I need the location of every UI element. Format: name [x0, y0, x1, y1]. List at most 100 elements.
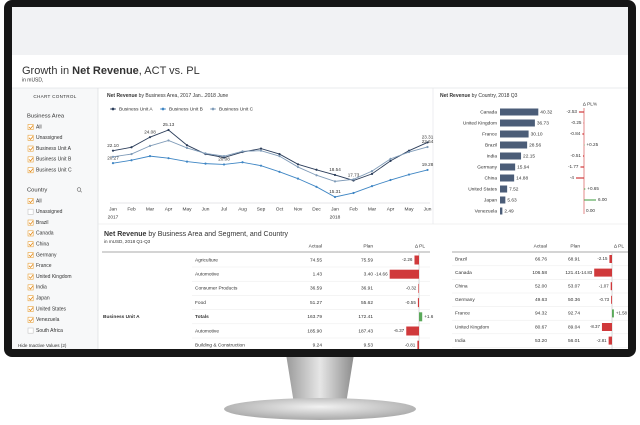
line-point [315, 174, 318, 177]
filter-option[interactable]: South Africa [36, 328, 63, 334]
data-label: 19.28 [422, 162, 434, 167]
table-title: Net Revenue by Business Area and Segment… [104, 231, 289, 238]
filter-option[interactable]: Business Unit C [36, 168, 72, 174]
checkmark [28, 307, 34, 312]
x-tick-label: Sep [257, 206, 266, 212]
segment-label: Agriculture [195, 257, 218, 263]
filter-option[interactable]: China [36, 242, 49, 248]
line-point [370, 170, 374, 173]
line-point [148, 155, 152, 158]
checkbox[interactable] [27, 262, 34, 269]
data-label: 36.73 [537, 120, 549, 126]
checkbox[interactable] [27, 273, 34, 280]
x-tick-label: Jun [424, 206, 432, 212]
category-label: Brazil [485, 142, 497, 148]
filter-option[interactable]: All [36, 198, 42, 204]
data-label: 20.08 [218, 157, 230, 162]
delta-label: -0.84 [570, 131, 581, 136]
segment-label: Totals [195, 314, 209, 320]
line-point [111, 162, 115, 165]
delta-bar [582, 155, 584, 157]
hide-inactive-link[interactable]: Hide Inactive Values (2) [18, 343, 67, 348]
filter-option[interactable]: France [36, 263, 52, 269]
checkbox[interactable] [27, 306, 34, 312]
checkbox[interactable] [27, 295, 34, 302]
filter-option[interactable]: Business Unit A [36, 146, 72, 152]
delta-label: -2.81 [597, 338, 608, 343]
checkbox[interactable] [27, 252, 34, 258]
delta-bar [417, 298, 419, 308]
line-point [370, 172, 374, 175]
filter-option[interactable]: Unassigned [36, 135, 63, 141]
bar-chart-title: Net Revenue by Country, 2018 Q3 [440, 93, 518, 99]
delta-label: -0.55 [405, 300, 416, 305]
column-header: Plan [570, 243, 580, 249]
checkmark [28, 125, 34, 130]
actual-cell: 52.00 [535, 283, 547, 289]
line-point [315, 185, 318, 188]
table-subtitle: in mUSD, 2018 Q1-Q3 [104, 239, 151, 244]
filter-option[interactable]: All [36, 124, 42, 130]
checkmark [28, 263, 34, 269]
line-point [259, 147, 263, 150]
line-point [352, 191, 355, 195]
checkbox[interactable] [27, 208, 34, 215]
screen [12, 7, 628, 349]
line-point [333, 173, 337, 177]
checkbox[interactable] [27, 241, 34, 248]
filter-option[interactable]: United Kingdom [36, 274, 72, 280]
bar [500, 174, 515, 182]
filter-option[interactable]: Germany [36, 252, 57, 258]
filter-option[interactable]: Japan [36, 296, 50, 302]
actual-cell: 163.79 [307, 314, 322, 320]
delta-label: -8.37 [590, 324, 601, 329]
delta-label: -4 [570, 175, 575, 180]
delta-label: -6.37 [394, 328, 405, 333]
filter-option[interactable]: India [36, 285, 47, 291]
checkbox[interactable] [27, 156, 34, 163]
delta-bar [609, 255, 612, 263]
checkbox[interactable] [27, 316, 34, 323]
checkbox[interactable] [27, 145, 34, 152]
checkmark [28, 231, 34, 236]
data-label: 5.63 [507, 197, 517, 203]
checkmark [28, 242, 34, 247]
delta-label: +0.65 [587, 186, 599, 191]
category-label: Germany [477, 164, 497, 170]
line-point [241, 150, 244, 153]
filter-option[interactable]: Canada [36, 231, 54, 237]
plan-cell: 89.04 [568, 324, 580, 330]
legend-label: Business Unit C [219, 106, 254, 112]
filter-option[interactable]: Business Unit B [36, 157, 72, 163]
checkbox[interactable] [27, 230, 34, 237]
country-label: United Kingdom [455, 324, 489, 330]
filter-option[interactable]: Unassigned [36, 209, 63, 215]
checkbox[interactable] [27, 134, 34, 141]
page-subtitle: in mUSD, [22, 77, 43, 83]
x-tick-label: May [404, 206, 414, 212]
delta-heading: Δ PL% [583, 101, 598, 107]
column-header: Δ PL [415, 243, 425, 249]
checkbox[interactable] [27, 284, 34, 291]
delta-bar [612, 309, 614, 318]
plan-cell: 3.40 [364, 271, 374, 277]
plan-cell: 187.43 [358, 328, 373, 334]
x-tick-label: Jun [202, 206, 210, 212]
line-point [333, 180, 337, 183]
checkbox[interactable] [27, 198, 34, 204]
line-point [296, 163, 300, 166]
filter-option[interactable]: United States [36, 306, 67, 312]
delta-label: -0.81 [405, 342, 416, 347]
actual-cell: 80.67 [535, 324, 547, 330]
filter-option[interactable]: Brazil [36, 220, 49, 226]
checkbox[interactable] [27, 124, 34, 130]
checkbox[interactable] [27, 327, 34, 334]
checkbox[interactable] [27, 167, 34, 174]
legend-swatch [161, 107, 165, 111]
filter-option[interactable]: Venezuela [36, 317, 60, 323]
line-point [204, 162, 207, 165]
bar [500, 185, 508, 193]
monitor-neck [286, 354, 354, 404]
checkbox[interactable] [27, 219, 34, 226]
